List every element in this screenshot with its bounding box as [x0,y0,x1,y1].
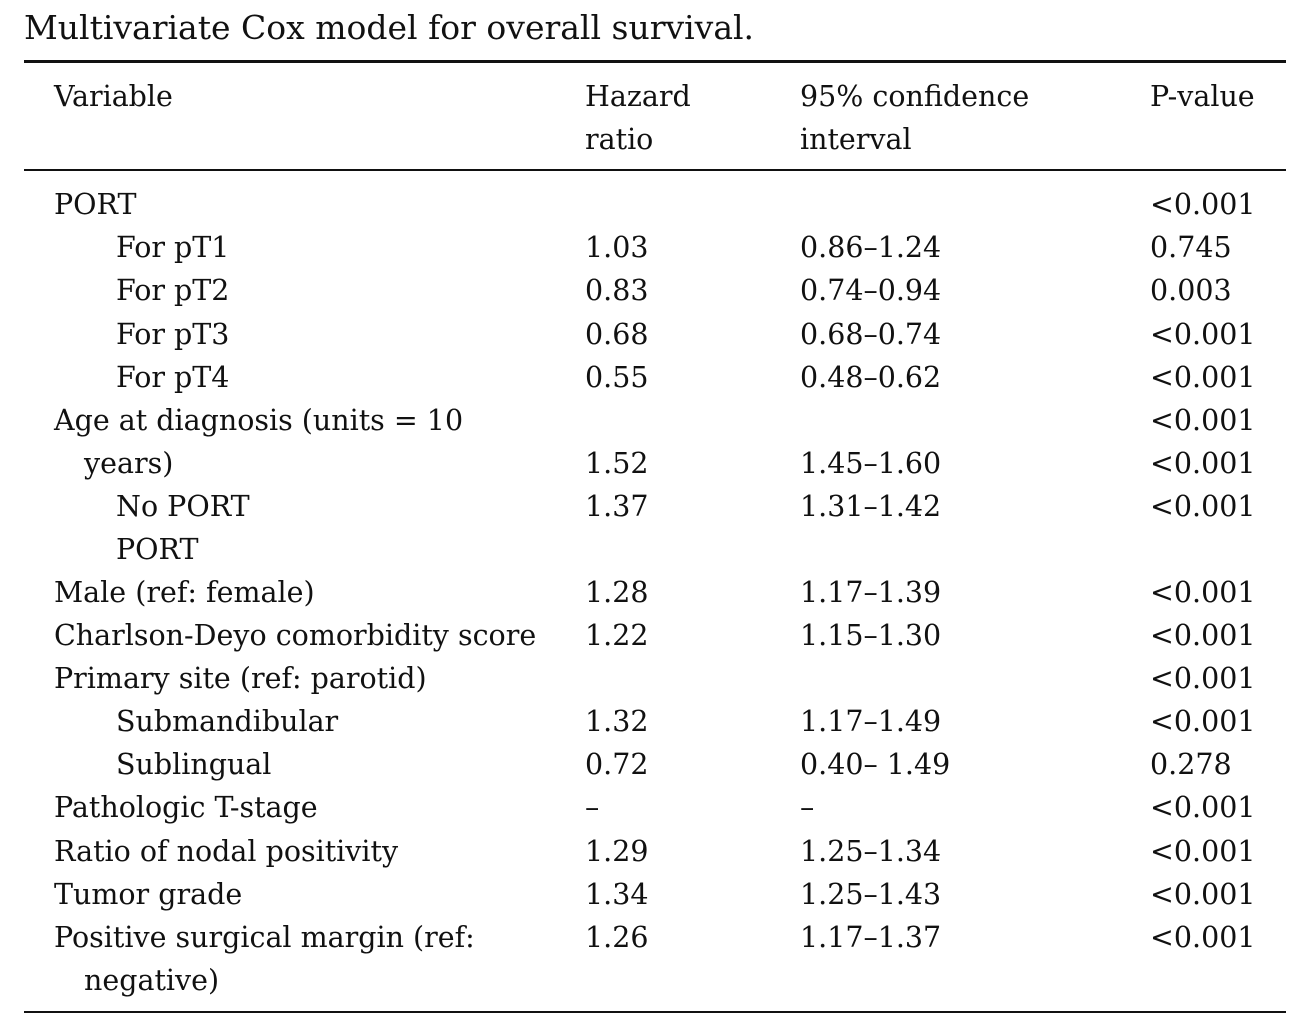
p-value-cell: <0.001 [1150,921,1256,954]
bottom-rule [24,1011,1286,1013]
p-value-cell: <0.001 [1150,662,1256,695]
p-value-cell: 0.278 [1150,748,1232,781]
variable-cell: For pT1 [116,231,230,264]
table-row: Sublingual 0.72 0.40– 1.49 0.278 [0,743,1306,786]
variable-cell: Ratio of nodal positivity [54,835,399,868]
hazard-ratio-cell: 1.28 [585,576,649,609]
p-value-cell: <0.001 [1150,361,1256,394]
header-hazard-ratio-line2: ratio [585,123,654,156]
header-hazard-ratio-line1: Hazard [585,80,691,113]
variable-cell: For pT2 [116,274,230,307]
hazard-ratio-cell: 0.83 [585,274,649,307]
hazard-ratio-cell: – [585,791,600,824]
hazard-ratio-cell: 1.29 [585,835,649,868]
top-rule [24,60,1286,63]
p-value-cell: 0.003 [1150,274,1232,307]
header-rule [24,169,1286,171]
header-ci-line2: interval [800,123,912,156]
confidence-interval-cell: 0.48–0.62 [800,361,942,394]
hazard-ratio-cell: 0.72 [585,748,649,781]
hazard-ratio-cell: 1.26 [585,921,649,954]
header-variable: Variable [54,80,173,113]
variable-cell: PORT [54,188,137,221]
hazard-ratio-cell: 1.03 [585,231,649,264]
confidence-interval-cell: 0.74–0.94 [800,274,942,307]
variable-cell: years) [84,447,174,480]
hazard-ratio-cell: 1.34 [585,878,649,911]
confidence-interval-cell: 0.68–0.74 [800,318,942,351]
table-row: Charlson-Deyo comorbidity score 1.22 1.1… [0,614,1306,657]
confidence-interval-cell: 0.86–1.24 [800,231,942,264]
confidence-interval-cell: 1.25–1.43 [800,878,942,911]
hazard-ratio-cell: 1.52 [585,447,649,480]
table-row: For pT4 0.55 0.48–0.62 <0.001 [0,356,1306,399]
variable-cell: For pT4 [116,361,230,394]
p-value-cell: <0.001 [1150,318,1256,351]
hazard-ratio-cell: 1.22 [585,619,649,652]
table-row: Male (ref: female) 1.28 1.17–1.39 <0.001 [0,571,1306,614]
variable-cell: Positive surgical margin (ref: [54,921,475,954]
p-value-cell: 0.745 [1150,231,1232,264]
table-caption: Multivariate Cox model for overall survi… [24,8,755,47]
table-row: PORT [0,528,1306,571]
confidence-interval-cell: 1.25–1.34 [800,835,942,868]
hazard-ratio-cell: 0.55 [585,361,649,394]
table-row: Submandibular 1.32 1.17–1.49 <0.001 [0,700,1306,743]
p-value-cell: <0.001 [1150,447,1256,480]
variable-cell: For pT3 [116,318,230,351]
table-row: Ratio of nodal positivity 1.29 1.25–1.34… [0,830,1306,873]
hazard-ratio-cell: 1.32 [585,705,649,738]
p-value-cell: <0.001 [1150,835,1256,868]
p-value-cell: <0.001 [1150,705,1256,738]
confidence-interval-cell: 1.45–1.60 [800,447,942,480]
p-value-cell: <0.001 [1150,878,1256,911]
variable-cell: Submandibular [116,705,339,738]
p-value-cell: <0.001 [1150,619,1256,652]
table-row: No PORT 1.37 1.31–1.42 <0.001 [0,485,1306,528]
table-row: For pT3 0.68 0.68–0.74 <0.001 [0,313,1306,356]
confidence-interval-cell: 1.17–1.39 [800,576,942,609]
table-row: Positive surgical margin (ref: 1.26 1.17… [0,916,1306,959]
table-row: PORT <0.001 [0,183,1306,226]
p-value-cell: <0.001 [1150,188,1256,221]
table-row: Tumor grade 1.34 1.25–1.43 <0.001 [0,873,1306,916]
confidence-interval-cell: – [800,791,815,824]
hazard-ratio-cell: 1.37 [585,490,649,523]
table-row: Pathologic T-stage – – <0.001 [0,786,1306,829]
variable-cell: Male (ref: female) [54,576,315,609]
table-row: For pT2 0.83 0.74–0.94 0.003 [0,269,1306,312]
table-row: For pT1 1.03 0.86–1.24 0.745 [0,226,1306,269]
p-value-cell: <0.001 [1150,576,1256,609]
variable-cell: Tumor grade [54,878,243,911]
variable-cell: Pathologic T-stage [54,791,318,824]
confidence-interval-cell: 1.15–1.30 [800,619,942,652]
variable-cell: No PORT [116,490,250,523]
p-value-cell: <0.001 [1150,791,1256,824]
variable-cell: negative) [84,964,220,997]
variable-cell: Primary site (ref: parotid) [54,662,427,695]
p-value-cell: <0.001 [1150,490,1256,523]
confidence-interval-cell: 0.40– 1.49 [800,748,951,781]
variable-cell: Age at diagnosis (units = 10 [54,404,464,437]
table-row: years) 1.52 1.45–1.60 <0.001 [0,442,1306,485]
confidence-interval-cell: 1.17–1.49 [800,705,942,738]
table-row: negative) [0,959,1306,1002]
variable-cell: PORT [116,533,199,566]
confidence-interval-cell: 1.31–1.42 [800,490,942,523]
p-value-cell: <0.001 [1150,404,1256,437]
variable-cell: Charlson-Deyo comorbidity score [54,619,537,652]
confidence-interval-cell: 1.17–1.37 [800,921,942,954]
hazard-ratio-cell: 0.68 [585,318,649,351]
table-row: Primary site (ref: parotid) <0.001 [0,657,1306,700]
header-ci-line1: 95% confidence [800,80,1030,113]
header-p-value: P-value [1150,80,1255,113]
table-row: Age at diagnosis (units = 10 <0.001 [0,399,1306,442]
variable-cell: Sublingual [116,748,272,781]
